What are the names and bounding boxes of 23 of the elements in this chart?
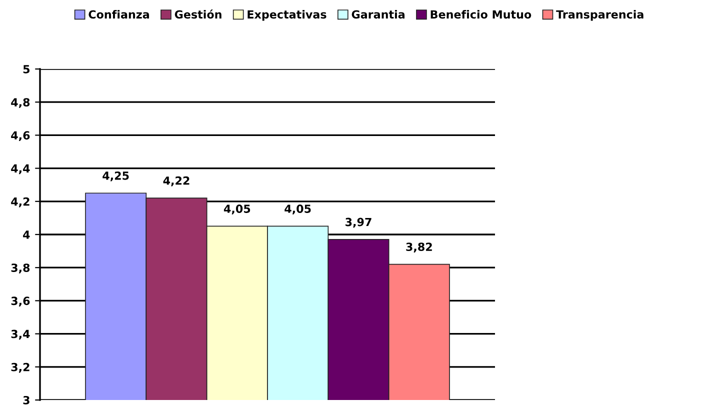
- data-label: 4,05: [284, 204, 311, 214]
- data-label: 3,97: [346, 218, 372, 228]
- data-label: 4,25: [102, 171, 129, 182]
- y-tick-label: 3: [23, 396, 30, 404]
- legend-label: Confianza: [88, 10, 149, 19]
- y-tick-label: 3,8: [11, 264, 30, 274]
- data-label: 4,22: [163, 176, 190, 186]
- y-tick-label: 4,8: [11, 98, 30, 108]
- y-tick-label: 3,6: [11, 296, 30, 306]
- y-tick-label: 4,2: [11, 197, 30, 208]
- y-tick-label: 5: [23, 65, 30, 74]
- data-label: 4,05: [224, 204, 250, 214]
- y-tick-label: 3,2: [11, 362, 30, 373]
- legend-label: Garantia: [352, 10, 404, 19]
- y-tick-label: 3,4: [11, 330, 30, 340]
- legend-label: Transparencia: [556, 10, 644, 21]
- data-label: 3,82: [406, 242, 432, 252]
- legend-label: Beneficio Mutuo: [430, 10, 532, 19]
- y-tick-label: 4,4: [11, 164, 30, 174]
- legend-label: Gestión: [174, 10, 222, 19]
- legend-label: Expectativas: [248, 10, 326, 21]
- y-tick-label: 4,6: [11, 131, 30, 141]
- y-tick-label: 4: [23, 230, 30, 239]
